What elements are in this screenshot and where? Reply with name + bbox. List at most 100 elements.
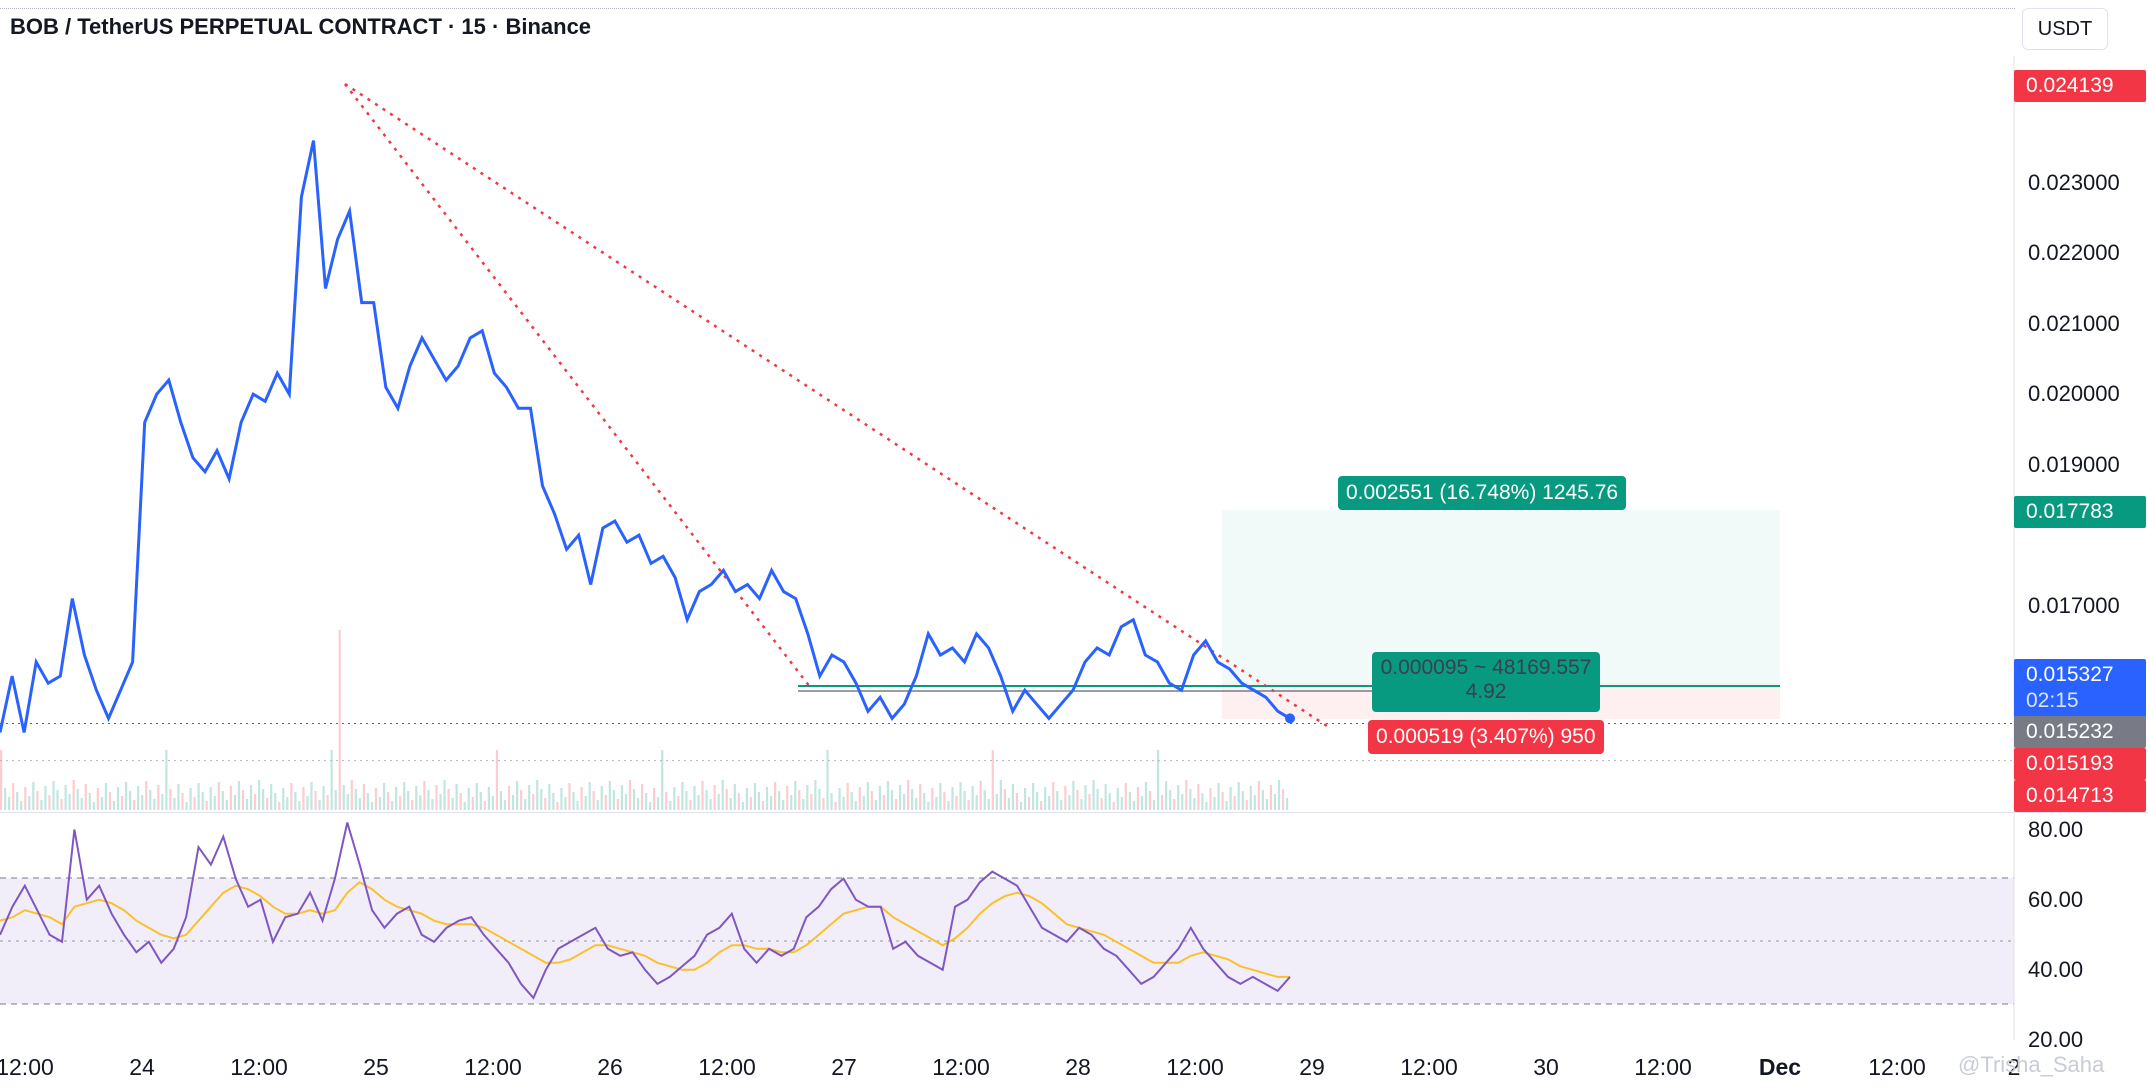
volume-bar: [1015, 793, 1019, 810]
volume-bar: [592, 791, 595, 810]
volume-bar: [318, 800, 321, 810]
volume-bar: [68, 794, 71, 810]
volume-bar: [237, 781, 241, 810]
rsi-tick-1: 60.00: [2028, 886, 2084, 912]
volume-bar: [931, 788, 934, 810]
volume-bar: [826, 750, 829, 810]
volume-bar: [181, 793, 184, 810]
volume-bar: [995, 794, 998, 810]
volume-bar: [302, 787, 305, 810]
volume-bar: [1092, 780, 1095, 810]
volume-bar: [1285, 798, 1289, 810]
target-label[interactable]: 0.002551 (16.748%) 1245.76: [1338, 476, 1627, 510]
volume-bar: [1112, 802, 1115, 810]
countdown-value: 02:15: [2026, 689, 2079, 712]
volume-bar: [911, 789, 914, 810]
price-tick-0: 0.023000: [2028, 169, 2120, 195]
volume-bar: [653, 788, 656, 810]
volume-bar: [1128, 792, 1131, 810]
volume-bar: [1144, 782, 1148, 810]
volume-bar: [511, 795, 515, 810]
price-series-line: [0, 140, 1291, 733]
volume-bar: [290, 783, 293, 810]
volume-bar: [334, 790, 337, 810]
volume-bar: [112, 801, 116, 810]
volume-bar: [955, 796, 958, 810]
volume-bar: [709, 799, 712, 810]
volume-bar: [137, 786, 140, 810]
volume-bar: [483, 801, 486, 810]
volume-bar: [673, 787, 676, 810]
volume-bar: [1161, 795, 1164, 810]
pane-divider[interactable]: [0, 812, 2148, 813]
volume-bar: [403, 782, 406, 810]
volume-bar: [443, 780, 446, 810]
volume-bar: [350, 780, 353, 810]
volume-bar: [798, 790, 801, 810]
volume-bar: [737, 793, 740, 810]
volume-bar: [1080, 799, 1083, 810]
volume-bar: [689, 800, 692, 810]
volume-bar: [149, 790, 152, 810]
volume-bar: [1148, 791, 1152, 810]
time-tick-15: Dec: [1758, 1054, 1802, 1080]
price-tick-2: 0.021000: [2028, 310, 2120, 336]
volume-bar: [499, 791, 503, 810]
volume-bar: [1084, 785, 1087, 810]
volume-bar: [524, 799, 527, 810]
stop-label[interactable]: 0.000519 (3.407%) 950: [1368, 720, 1604, 754]
volume-bar: [1152, 800, 1156, 810]
volume-bar: [354, 789, 357, 810]
volume-bar: [528, 785, 531, 810]
volume-bar: [923, 793, 926, 810]
volume-bar: [1193, 798, 1196, 810]
volume-bar: [467, 788, 470, 810]
rsi-line: [0, 822, 1291, 1000]
volume-bar: [1068, 795, 1071, 810]
volume-bar: [338, 630, 341, 810]
volume-bar: [169, 789, 172, 810]
volume-bar: [133, 800, 136, 810]
volume-bar: [233, 795, 237, 810]
volume-bar: [532, 794, 535, 810]
symbol-title[interactable]: BOB / TetherUS PERPETUAL CONTRACT · 15 ·…: [10, 14, 592, 39]
volume-bar: [939, 783, 942, 810]
volume-bar: [382, 783, 386, 810]
entry-label[interactable]: 0.000095 ~ 48169.557 4.92: [1372, 652, 1600, 712]
time-tick-5: 26: [597, 1054, 623, 1080]
volume-bar: [890, 790, 894, 810]
volume-bar: [1173, 799, 1176, 810]
rsi-tick-2: 40.00: [2028, 956, 2084, 982]
volume-bar: [177, 784, 180, 810]
currency-selector-button[interactable]: USDT: [2022, 8, 2108, 50]
price-label-current: 0.015327 02:15: [2014, 659, 2146, 718]
volume-bar: [1011, 784, 1015, 810]
volume-bar: [1233, 796, 1236, 810]
volume-bar: [907, 780, 910, 810]
volume-bar: [88, 793, 91, 810]
volume-bar: [858, 787, 861, 810]
volume-bar: [1072, 781, 1075, 810]
volume-bar: [8, 797, 11, 810]
volume-bar: [1060, 800, 1063, 810]
volume-bar: [612, 790, 615, 810]
volume-bar: [685, 791, 688, 810]
trendline-1: [344, 82, 1331, 730]
time-tick-4: 12:00: [464, 1054, 522, 1080]
volume-bar: [306, 796, 309, 810]
volume-bar: [249, 785, 253, 810]
volume-bar: [153, 799, 156, 810]
volume-bar: [1165, 781, 1168, 810]
volume-bar: [253, 794, 257, 810]
volume-bar: [435, 785, 438, 810]
volume-bar: [757, 792, 761, 810]
volume-bar: [1140, 796, 1144, 810]
volume-bar: [1209, 788, 1212, 810]
volume-bar: [221, 791, 224, 810]
volume-bar: [161, 794, 164, 810]
rsi-ma-line: [0, 880, 1290, 978]
volume-bar: [1177, 785, 1180, 810]
volume-bar: [52, 781, 55, 810]
volume-bar: [322, 786, 325, 810]
